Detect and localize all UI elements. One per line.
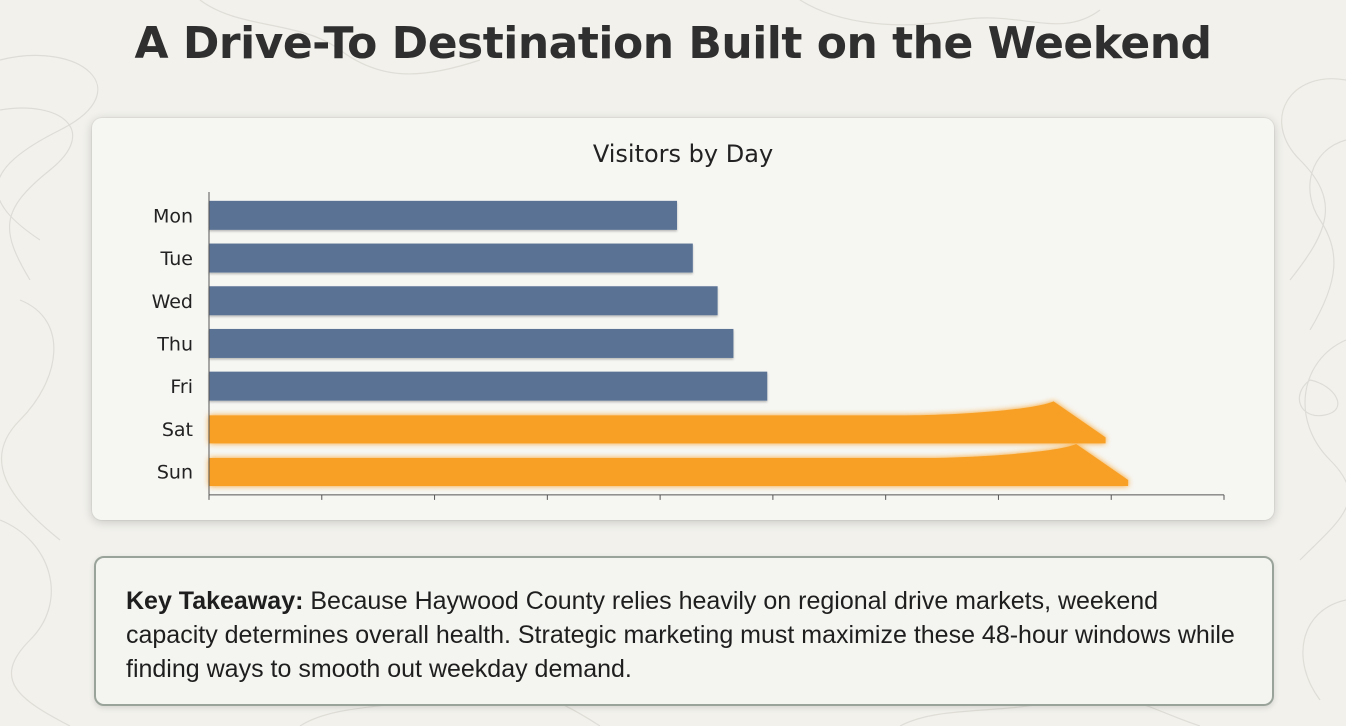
category-label-mon: Mon <box>153 205 193 227</box>
category-label-tue: Tue <box>160 248 193 270</box>
category-label-thu: Thu <box>156 333 193 355</box>
bar-fri <box>209 371 768 401</box>
bar-chart: Mon Tue Wed Thu Fri Sat Sun <box>152 192 1225 500</box>
chart-card: Visitors by Day Mon Tue Wed Thu Fri Sat Sun <box>92 118 1274 520</box>
bar-wed <box>209 286 718 316</box>
key-takeaway-text: Key Takeaway: Because Haywood County rel… <box>126 584 1242 686</box>
category-label-wed: Wed <box>152 291 193 313</box>
bar-mon <box>209 200 678 230</box>
key-takeaway-box: Key Takeaway: Because Haywood County rel… <box>94 556 1274 706</box>
bar-sun <box>209 444 1129 487</box>
category-label-fri: Fri <box>170 376 193 398</box>
chart-title: Visitors by Day <box>592 140 774 168</box>
key-takeaway-label: Key Takeaway: <box>126 587 304 615</box>
bar-sat <box>209 401 1106 444</box>
bar-thu <box>209 328 734 358</box>
category-label-sun: Sun <box>157 462 193 484</box>
category-label-sat: Sat <box>162 419 193 441</box>
key-takeaway-body: Because Haywood County relies heavily on… <box>126 587 1235 683</box>
bar-tue <box>209 243 693 273</box>
page-title: A Drive-To Destination Built on the Week… <box>134 18 1212 69</box>
